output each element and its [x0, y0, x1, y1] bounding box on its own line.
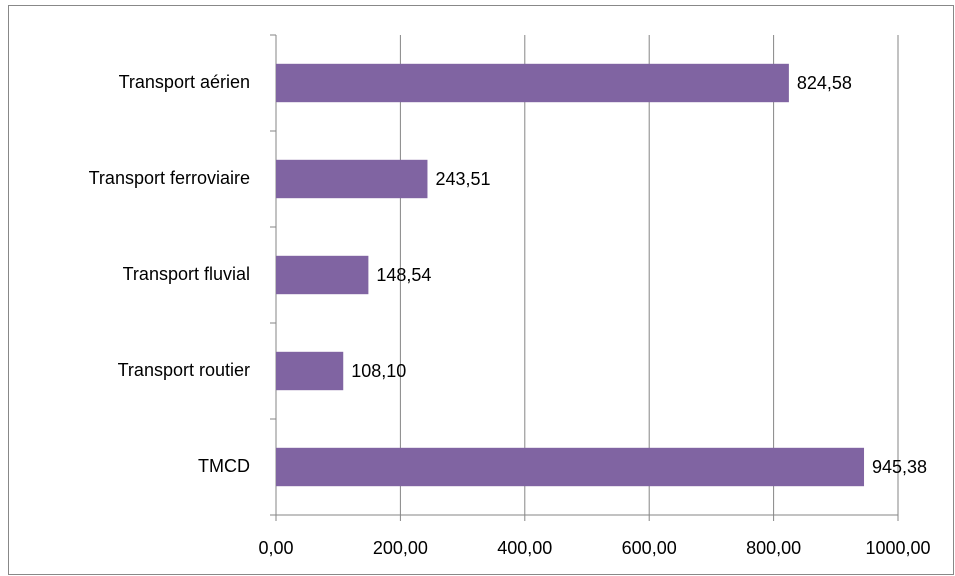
x-tick-label: 400,00	[497, 538, 552, 558]
x-tick-label: 800,00	[746, 538, 801, 558]
y-tick-label: Transport ferroviaire	[89, 168, 250, 188]
value-label: 945,38	[872, 457, 927, 477]
value-label: 824,58	[797, 73, 852, 93]
value-label: 243,51	[435, 169, 490, 189]
value-label: 148,54	[376, 265, 431, 285]
y-tick-label: Transport routier	[118, 360, 250, 380]
y-tick-label: Transport fluvial	[123, 264, 250, 284]
value-label: 108,10	[351, 361, 406, 381]
y-tick-label: TMCD	[198, 456, 250, 476]
x-tick-label: 1000,00	[865, 538, 930, 558]
bar	[276, 351, 344, 391]
bar	[276, 255, 369, 295]
x-tick-label: 200,00	[373, 538, 428, 558]
bar	[276, 159, 428, 199]
x-tick-label: 0,00	[258, 538, 293, 558]
x-tick-label: 600,00	[622, 538, 677, 558]
bar	[276, 447, 865, 487]
y-tick-label: Transport aérien	[119, 72, 250, 92]
bar	[276, 63, 789, 103]
